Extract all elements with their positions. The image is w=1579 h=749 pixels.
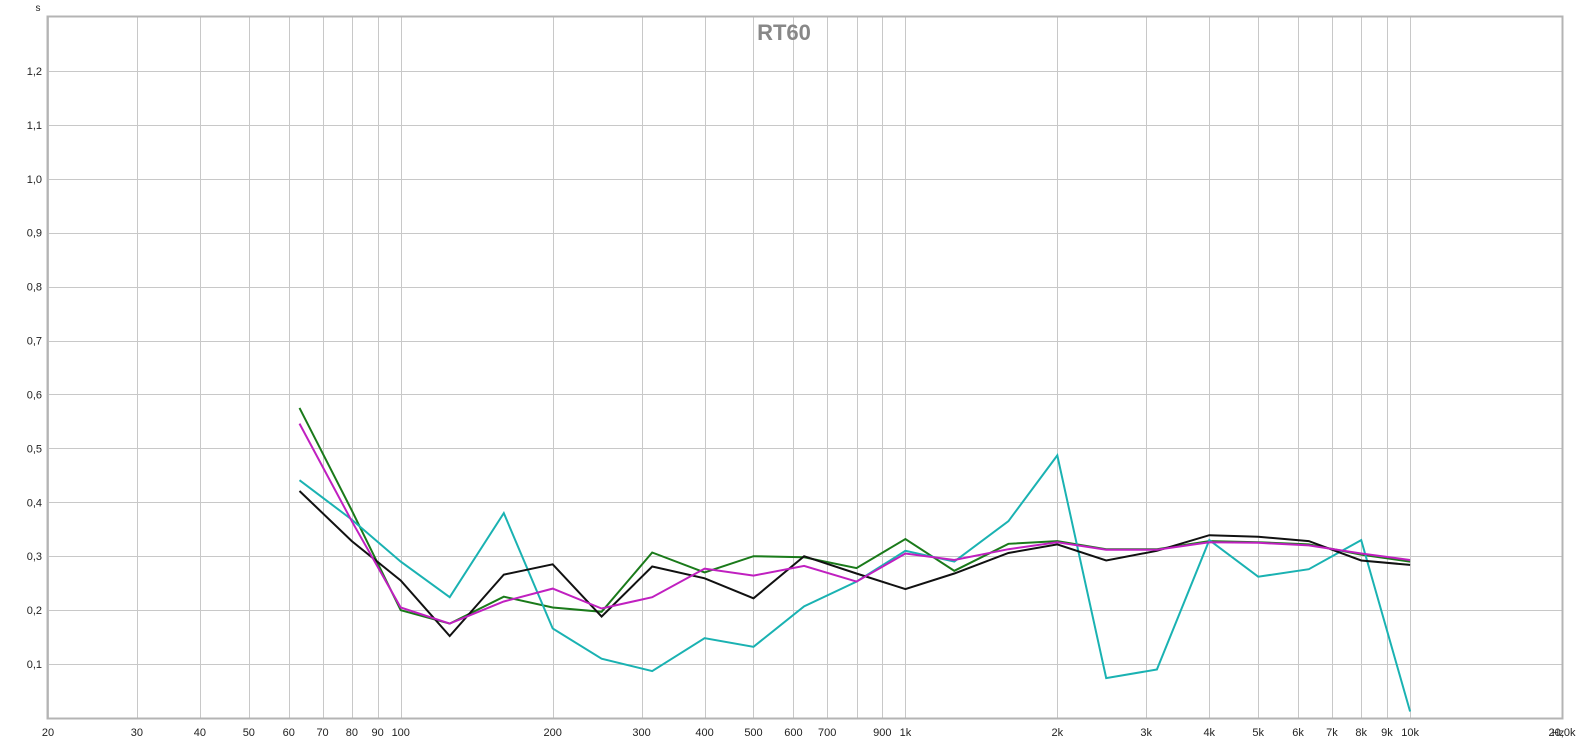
y-tick-label: 0,9: [27, 228, 42, 240]
x-tick-label: 80: [346, 727, 358, 739]
x-tick-label: 50: [243, 727, 255, 739]
y-tick-label: 1,0: [27, 174, 42, 186]
y-tick-label: 0,8: [27, 282, 42, 294]
x-tick-label: 70: [316, 727, 328, 739]
y-unit-label: s: [36, 3, 41, 14]
x-tick-label: 10k: [1401, 727, 1419, 739]
y-tick-label: 0,5: [27, 443, 42, 455]
x-tick-label: 2k: [1052, 727, 1064, 739]
x-tick-label: 8k: [1355, 727, 1367, 739]
plot-border: [46, 15, 1564, 720]
x-tick-label: 1k: [900, 727, 912, 739]
x-tick-label: 3k: [1140, 727, 1152, 739]
x-tick-label: 900: [873, 727, 891, 739]
y-tick-label: 0,1: [27, 659, 42, 671]
x-tick-label: 600: [784, 727, 802, 739]
y-tick-labels: 0,1 0,2 0,3 0,4 0,5 0,6 0,7 0,8 0,9 1,0 1,1 1,2: [27, 66, 42, 671]
x-tick-label: 90: [372, 727, 384, 739]
y-tick-label: 0,3: [27, 551, 42, 563]
x-tick-label: 7k: [1326, 727, 1338, 739]
x-tick-label: 20,0k: [1549, 727, 1576, 739]
x-tick-label: 700: [818, 727, 836, 739]
y-tick-label: 0,6: [27, 389, 42, 401]
y-tick-label: 0,2: [27, 605, 42, 617]
x-tick-label: 60: [283, 727, 295, 739]
x-gridlines: [48, 17, 1563, 718]
x-tick-label: 6k: [1292, 727, 1304, 739]
x-tick-label: 300: [632, 727, 650, 739]
x-unit-label: Hz: [1552, 728, 1564, 739]
y-tick-label: 0,7: [27, 336, 42, 348]
x-tick-label: 4k: [1203, 727, 1215, 739]
y-tick-label: 1,2: [27, 66, 42, 78]
y-tick-label: 0,4: [27, 497, 42, 509]
x-tick-label: 30: [131, 727, 143, 739]
x-tick-label: 200: [543, 727, 561, 739]
chart-title: RT60: [757, 20, 811, 45]
x-tick-label: 400: [695, 727, 713, 739]
x-tick-label: 100: [392, 727, 410, 739]
series-layer: [298, 407, 1412, 712]
x-tick-label: 500: [744, 727, 762, 739]
y-tick-label: 1,1: [27, 120, 42, 132]
plot-area: [48, 17, 1562, 718]
x-tick-labels: 20 30 40 50 60 70 80 90 100 200 300 400 500 600 700 900…: [42, 727, 1576, 739]
x-tick-label: 9k: [1381, 727, 1393, 739]
x-tick-label: 5k: [1252, 727, 1264, 739]
plot-frame: [46, 15, 1564, 720]
series-line-3: [298, 490, 1411, 638]
series-line-4: [298, 423, 1411, 625]
x-tick-label: 40: [194, 727, 206, 739]
plot-background: [48, 17, 1562, 718]
x-tick-label: 20: [42, 727, 54, 739]
